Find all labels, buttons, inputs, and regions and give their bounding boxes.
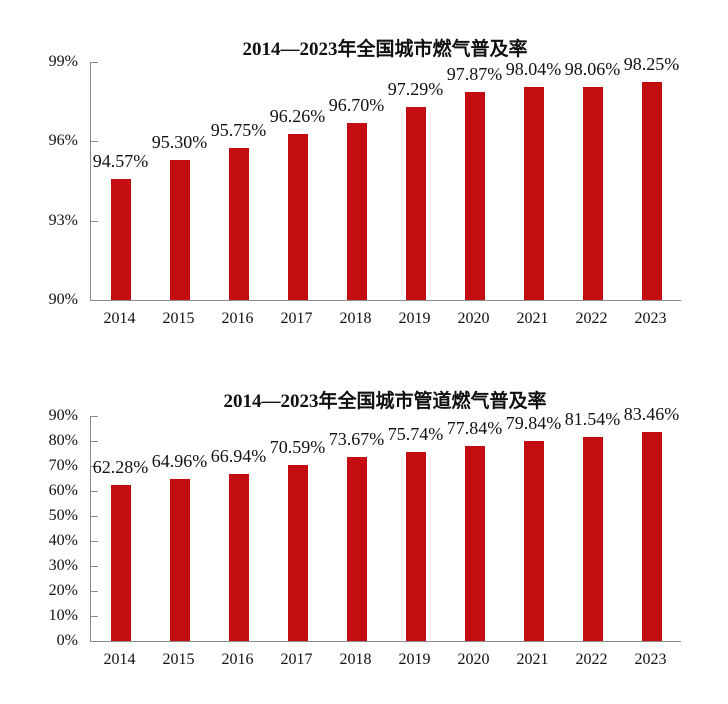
bar [346, 456, 367, 641]
x-tick-label: 2023 [634, 310, 667, 327]
bar-value-label: 95.30% [151, 131, 208, 152]
bar [405, 107, 426, 300]
y-tick-mark [91, 591, 98, 592]
y-tick-mark [91, 641, 98, 642]
bar [346, 122, 367, 300]
bar-value-label: 66.94% [210, 445, 267, 466]
x-tick-label: 2017 [280, 651, 313, 668]
bar-value-label: 98.25% [623, 53, 680, 74]
bar-value-label: 75.74% [387, 423, 444, 444]
bar-value-label: 83.46% [623, 404, 680, 425]
x-tick-label: 2018 [339, 651, 372, 668]
y-tick-mark [91, 62, 98, 63]
bar [641, 432, 662, 641]
x-tick-label: 2017 [280, 310, 313, 327]
bar-value-label: 81.54% [564, 409, 621, 430]
y-tick-label: 90% [48, 407, 78, 424]
x-tick-label: 2021 [516, 651, 549, 668]
y-tick-label: 20% [48, 582, 78, 599]
x-tick-label: 2018 [339, 310, 372, 327]
y-tick-mark [91, 516, 98, 517]
y-tick-mark [91, 416, 98, 417]
bar-value-label: 70.59% [269, 436, 326, 457]
bar-value-label: 73.67% [328, 428, 385, 449]
bar [169, 478, 190, 641]
y-tick-mark [91, 566, 98, 567]
y-tick-mark [91, 220, 98, 222]
city-gas-plot-area: 94.57% 95.30% 95.75% 96.26% 96.70% 97.29% 97.8… [90, 54, 681, 301]
y-tick-label: 50% [48, 507, 78, 524]
bar-value-label: 62.28% [92, 457, 149, 478]
pipeline-gas-chart-title: 2014—2023年全国城市管道燃气普及率 [223, 390, 547, 412]
x-tick-label: 2023 [634, 651, 667, 668]
bar [464, 446, 485, 641]
y-tick-label: 60% [48, 482, 78, 499]
bar-value-label: 97.29% [387, 79, 444, 100]
bar [228, 147, 249, 300]
x-tick-label: 2015 [162, 310, 195, 327]
pipeline-gas-y-axis: 0% 10% 20% 30% 40% 50% 60% 70% 80% 90% [0, 407, 84, 649]
bar [523, 441, 544, 641]
bar [582, 86, 603, 300]
bar-value-label: 96.26% [269, 106, 326, 127]
y-tick-label: 40% [48, 532, 78, 549]
x-tick-label: 2019 [398, 651, 431, 668]
y-tick-mark [91, 616, 98, 617]
bar [228, 473, 249, 641]
bar [641, 81, 662, 300]
x-tick-label: 2016 [221, 651, 254, 668]
x-tick-label: 2021 [516, 310, 549, 327]
bar [464, 91, 485, 300]
y-tick-label: 70% [48, 457, 78, 474]
city-gas-x-axis: 2014 2015 2016 2017 2018 2019 2020 2021 2022 2023 [90, 306, 680, 332]
bar-value-label: 98.04% [505, 59, 562, 80]
bar-value-label: 77.84% [446, 418, 503, 439]
y-tick-mark [91, 541, 98, 542]
x-tick-label: 2022 [575, 310, 608, 327]
y-tick-label: 93% [48, 211, 78, 229]
bar-value-label: 96.70% [328, 94, 385, 115]
y-tick-mark [91, 300, 98, 301]
bar-value-label: 94.57% [92, 151, 149, 172]
x-tick-label: 2020 [457, 651, 490, 668]
bar-value-label: 79.84% [505, 413, 562, 434]
bar-value-label: 98.06% [564, 58, 621, 79]
y-tick-label: 30% [48, 557, 78, 574]
bar-value-label: 97.87% [446, 63, 503, 84]
x-tick-label: 2016 [221, 310, 254, 327]
y-tick-label: 99% [48, 53, 78, 70]
y-tick-mark [91, 141, 98, 143]
bar [582, 437, 603, 641]
y-tick-label: 10% [48, 607, 78, 624]
bar [110, 179, 131, 300]
y-tick-label: 0% [56, 632, 78, 649]
y-tick-mark [91, 441, 98, 442]
pipeline-gas-plot-area: 62.28% 64.96% 66.94% 70.59% 73.67% 75.74% 77.8… [90, 404, 681, 642]
y-tick-mark [91, 466, 98, 467]
y-tick-mark [91, 491, 98, 492]
bar-value-label: 64.96% [151, 450, 208, 471]
pipeline-gas-x-axis: 2014 2015 2016 2017 2018 2019 2020 2021 2022 2023 [90, 647, 680, 673]
bar [110, 485, 131, 641]
bar [169, 159, 190, 300]
bar [287, 464, 308, 641]
x-tick-label: 2015 [162, 651, 195, 668]
bar-value-label: 95.75% [210, 119, 267, 140]
city-gas-y-axis: 90% 93% 96% 99% [0, 53, 84, 308]
x-tick-label: 2014 [103, 651, 136, 668]
x-tick-label: 2019 [398, 310, 431, 327]
x-tick-label: 2020 [457, 310, 490, 327]
y-tick-label: 96% [48, 132, 78, 150]
city-gas-chart-title: 2014—2023年全国城市燃气普及率 [242, 38, 528, 60]
bar [405, 451, 426, 641]
x-tick-label: 2014 [103, 310, 136, 327]
x-tick-label: 2022 [575, 651, 608, 668]
bar [287, 134, 308, 300]
y-tick-label: 80% [48, 432, 78, 449]
y-tick-label: 90% [48, 291, 78, 308]
bar [523, 87, 544, 300]
